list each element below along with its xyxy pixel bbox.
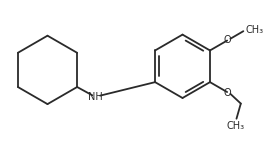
Text: CH₃: CH₃ (227, 121, 245, 131)
Text: O: O (224, 88, 231, 98)
Text: O: O (224, 35, 231, 45)
Text: CH₃: CH₃ (245, 25, 263, 35)
Text: NH: NH (89, 92, 103, 102)
